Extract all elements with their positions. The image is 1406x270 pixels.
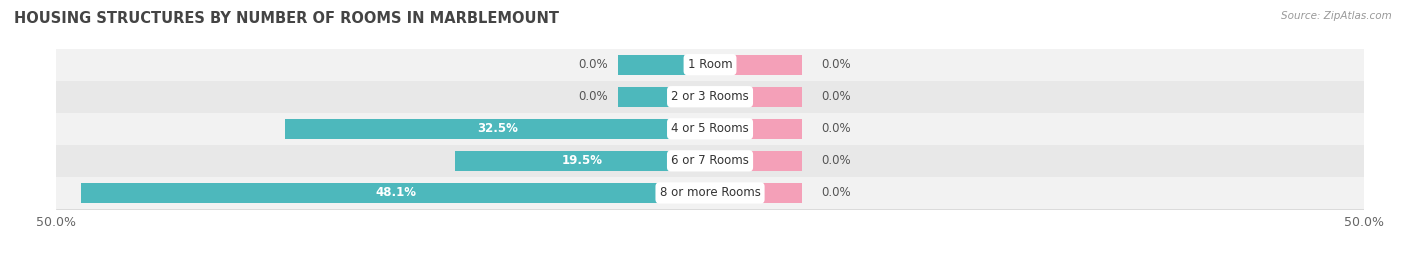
Bar <box>710 183 801 203</box>
Bar <box>619 55 710 75</box>
Bar <box>710 87 801 107</box>
Bar <box>56 177 1364 209</box>
Bar <box>56 81 1364 113</box>
Legend: Owner-occupied, Renter-occupied: Owner-occupied, Renter-occupied <box>579 266 841 270</box>
Text: 0.0%: 0.0% <box>821 187 851 200</box>
Text: 0.0%: 0.0% <box>578 90 607 103</box>
Text: HOUSING STRUCTURES BY NUMBER OF ROOMS IN MARBLEMOUNT: HOUSING STRUCTURES BY NUMBER OF ROOMS IN… <box>14 11 560 26</box>
Text: 0.0%: 0.0% <box>821 58 851 71</box>
Bar <box>710 119 801 139</box>
Bar <box>285 119 710 139</box>
Text: 0.0%: 0.0% <box>821 90 851 103</box>
Text: 48.1%: 48.1% <box>375 187 416 200</box>
Text: 1 Room: 1 Room <box>688 58 733 71</box>
Bar <box>56 145 1364 177</box>
Bar <box>82 183 710 203</box>
Text: 19.5%: 19.5% <box>562 154 603 167</box>
Text: 4 or 5 Rooms: 4 or 5 Rooms <box>671 122 749 135</box>
Text: 0.0%: 0.0% <box>821 122 851 135</box>
Text: 2 or 3 Rooms: 2 or 3 Rooms <box>671 90 749 103</box>
Text: 6 or 7 Rooms: 6 or 7 Rooms <box>671 154 749 167</box>
Bar <box>710 151 801 171</box>
Bar <box>710 55 801 75</box>
Bar <box>56 49 1364 81</box>
Bar <box>456 151 710 171</box>
Bar <box>619 87 710 107</box>
Text: 8 or more Rooms: 8 or more Rooms <box>659 187 761 200</box>
Text: 32.5%: 32.5% <box>477 122 517 135</box>
Text: Source: ZipAtlas.com: Source: ZipAtlas.com <box>1281 11 1392 21</box>
Bar <box>56 113 1364 145</box>
Text: 0.0%: 0.0% <box>821 154 851 167</box>
Text: 0.0%: 0.0% <box>578 58 607 71</box>
